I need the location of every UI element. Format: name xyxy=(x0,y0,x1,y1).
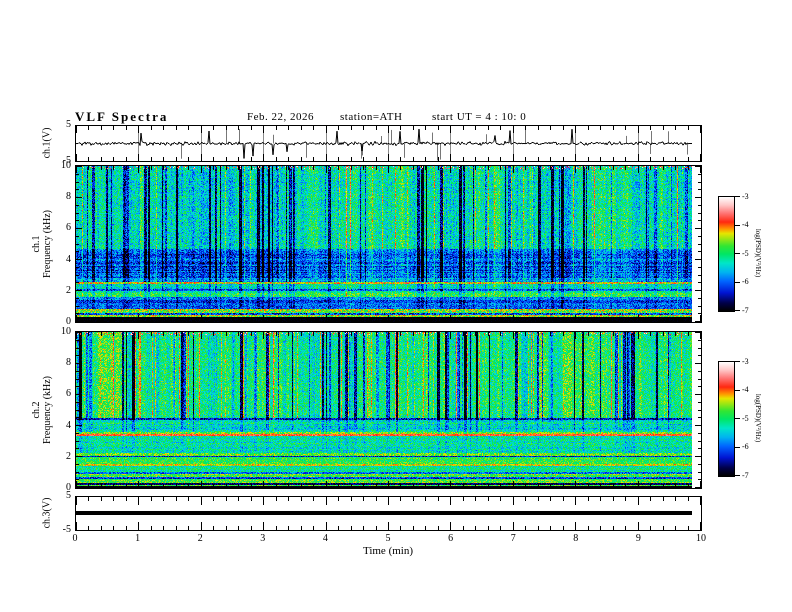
x-tick-label: 9 xyxy=(635,533,641,544)
colorbar-tick-mark xyxy=(735,418,740,419)
header-station: station=ATH xyxy=(340,111,403,123)
y-axis-title-line: ch.1(V) xyxy=(41,127,53,159)
y-axis-title-line: Frequency (kHz) xyxy=(42,209,53,279)
panel-ch3-flatline xyxy=(75,496,702,531)
panel-ch2-spectrogram xyxy=(75,331,702,489)
colorbar-tick-label: -7 xyxy=(742,470,749,480)
y-axis-title-ch3-wave: ch.3(V) xyxy=(42,498,53,529)
y-axis-title-line: ch.1 xyxy=(31,235,42,253)
colorbar-tick-label: -6 xyxy=(742,442,749,451)
y-tick-label: 2 xyxy=(66,450,71,462)
y-tick-label: 0 xyxy=(66,482,71,493)
y-axis-title-ch1-spec: ch.1 Frequency (kHz) xyxy=(31,210,53,278)
colorbar-tick-mark xyxy=(735,361,740,362)
colorbar-tick-mark xyxy=(735,281,740,283)
colorbar-tick-mark xyxy=(735,253,740,254)
y-axis-title-line: Frequency (kHz) xyxy=(42,375,53,445)
y-tick-label: 0 xyxy=(66,316,71,327)
y-tick-label: 4 xyxy=(66,419,71,431)
y-tick-label: 5 xyxy=(66,119,71,130)
x-tick-label: 7 xyxy=(510,533,516,544)
y-tick-label: 10 xyxy=(61,160,71,171)
colorbar-tick-mark xyxy=(735,224,740,226)
y-axis-title-line: ch.3(V) xyxy=(41,497,53,529)
x-tick-label: 2 xyxy=(197,533,203,544)
y-tick-label: 4 xyxy=(66,253,71,265)
x-tick-label: 4 xyxy=(322,533,328,544)
header-start-ut: start UT = 4 : 10: 0 xyxy=(432,111,527,123)
y-tick-label: 10 xyxy=(61,326,71,337)
ch2-spectrogram-canvas xyxy=(76,332,701,488)
ch1-spectrogram-canvas xyxy=(76,166,701,322)
x-axis-title: Time (min) xyxy=(362,545,414,557)
colorbar-ch2-label: log(PSD)(V²/Hz) xyxy=(754,393,762,443)
y-tick-label: 8 xyxy=(66,357,71,369)
y-tick-label: 6 xyxy=(66,388,71,400)
y-tick-label: 8 xyxy=(66,191,71,203)
colorbar-tick-label: -6 xyxy=(742,277,749,286)
colorbar-tick-label: -7 xyxy=(742,305,749,315)
y-tick-label: 6 xyxy=(66,222,71,234)
colorbar-ch1 xyxy=(718,196,735,312)
colorbar-tick-label: -4 xyxy=(742,220,749,229)
colorbar-tick-label: -5 xyxy=(742,413,749,423)
colorbar-tick-label: -3 xyxy=(742,356,749,366)
colorbar-tick-mark xyxy=(735,446,740,448)
y-axis-title-ch2-spec: ch.2 Frequency (kHz) xyxy=(31,376,53,444)
colorbar-ch1-label: log(PSD)(V²/Hz) xyxy=(754,228,762,278)
y-tick-label: 2 xyxy=(66,284,71,296)
x-tick-label: 10 xyxy=(696,533,706,544)
colorbar-tick-label: -5 xyxy=(742,248,749,258)
x-tick-label: 5 xyxy=(385,533,391,544)
colorbar-tick-label: -3 xyxy=(742,191,749,201)
ch1-waveform-canvas xyxy=(76,126,701,161)
x-tick-label: 0 xyxy=(72,533,78,544)
x-tick-label: 8 xyxy=(573,533,579,544)
colorbar-tick-mark xyxy=(735,196,740,197)
x-tick-label: 3 xyxy=(260,533,266,544)
y-axis-title-ch1-wave: ch.1(V) xyxy=(42,128,53,159)
colorbar-tick-mark xyxy=(735,389,740,391)
colorbar-tick-mark xyxy=(735,310,740,311)
header-date: Feb. 22, 2026 xyxy=(247,111,314,123)
colorbar-ch2 xyxy=(718,361,735,477)
y-tick-label: -5 xyxy=(62,155,71,166)
colorbar-tick-label: -4 xyxy=(742,385,749,394)
colorbar-tick-mark xyxy=(735,475,740,476)
x-tick-label: 6 xyxy=(448,533,454,544)
y-axis-title-line: ch.2 xyxy=(31,401,42,419)
panel-ch1-waveform xyxy=(75,125,702,162)
ch3-flatline-canvas xyxy=(76,497,701,530)
panel-ch1-spectrogram xyxy=(75,165,702,323)
x-tick-label: 1 xyxy=(135,533,141,544)
figure-title: VLF Spectra xyxy=(75,109,169,124)
y-tick-label: -5 xyxy=(62,524,71,535)
y-tick-label: 5 xyxy=(66,490,71,501)
